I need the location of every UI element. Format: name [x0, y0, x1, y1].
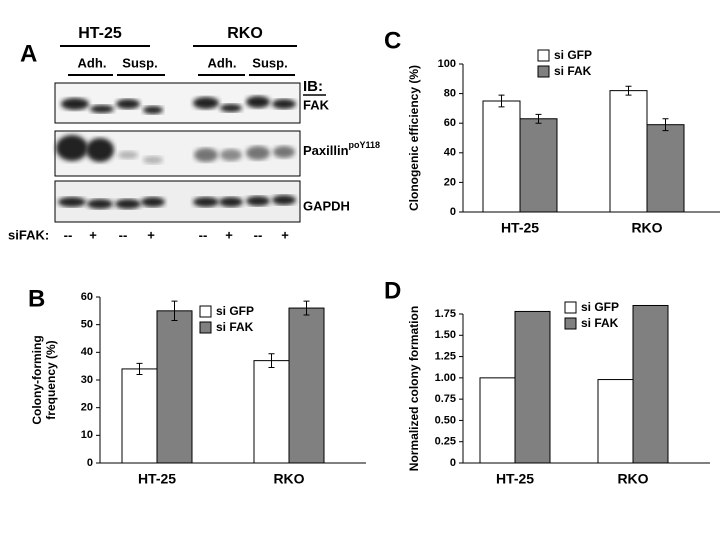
legend-label: si GFP — [581, 300, 619, 314]
bar-chart: C 0 20 40 60 80 100 Clonogenic efficiency (%) HT… — [384, 27, 720, 236]
bar — [156, 310, 193, 464]
bar — [288, 307, 325, 464]
legend-swatch — [537, 65, 550, 78]
lane-label: + — [147, 227, 155, 242]
error-bar — [171, 300, 178, 322]
bar — [632, 304, 669, 464]
y-axis-label: Normalized colony formation — [407, 306, 421, 471]
y-tick-label: 100 — [438, 58, 456, 70]
y-tick-label: 50 — [81, 319, 93, 331]
y-tick-label: 0.75 — [435, 393, 456, 405]
bar — [609, 90, 648, 213]
y-axis-label: Colony-forming — [30, 335, 44, 424]
blot-panel: A HT-25 RKO Adh. Susp. Adh. Susp. IB: FA… — [8, 25, 380, 242]
protein-label: FAK — [303, 97, 330, 112]
y-tick-label: 60 — [81, 291, 93, 303]
y-tick-label: 80 — [444, 88, 456, 100]
protein-label: PaxillinpoY118 — [303, 140, 380, 158]
x-tick-label: RKO — [273, 471, 304, 487]
bands — [56, 96, 296, 209]
panel-label: D — [384, 277, 401, 304]
legend-label: si GFP — [216, 304, 254, 318]
x-tick-label: HT-25 — [496, 471, 534, 487]
error-bar — [535, 113, 542, 124]
x-tick-label: RKO — [617, 471, 648, 487]
bar — [519, 118, 558, 213]
panel-label: A — [20, 40, 37, 67]
phospho-site: poY118 — [349, 140, 381, 150]
y-tick-label: 40 — [444, 147, 456, 159]
x-tick-label: HT-25 — [138, 471, 176, 487]
bar — [646, 124, 685, 213]
condition: Adh. — [78, 55, 107, 70]
lane-labels: -- + -- + -- + -- + — [64, 227, 290, 242]
lane-label: -- — [119, 227, 128, 242]
y-tick-label: 0 — [87, 457, 93, 469]
legend-swatch — [564, 317, 577, 330]
y-tick-label: 40 — [81, 346, 93, 358]
y-tick-label: 10 — [81, 429, 93, 441]
error-bar — [268, 353, 275, 369]
y-tick-label: 0.25 — [435, 436, 456, 448]
legend-swatch — [564, 301, 577, 314]
y-tick-label: 20 — [81, 402, 93, 414]
legend-swatch — [537, 49, 550, 62]
bar-chart: B 0 10 20 30 40 50 60 Colony-forming frequency (%… — [28, 285, 366, 487]
lane-label: -- — [254, 227, 263, 242]
sifak-label: siFAK: — [8, 227, 49, 242]
panel-label: B — [28, 285, 45, 312]
bar — [514, 310, 551, 464]
x-tick-label: RKO — [631, 220, 662, 236]
condition: Adh. — [208, 55, 237, 70]
legend-label: si FAK — [554, 64, 592, 78]
cell-line: RKO — [227, 25, 263, 42]
legend-swatch — [199, 305, 212, 318]
ib-label: IB: — [303, 78, 323, 95]
bar — [253, 360, 290, 464]
y-axis-label: Clonogenic efficiency (%) — [407, 65, 421, 211]
error-bar — [625, 85, 632, 96]
lane-label: -- — [64, 227, 73, 242]
legend-swatch — [199, 321, 212, 334]
legend-label: si GFP — [554, 48, 592, 62]
y-axis-label: frequency (%) — [44, 340, 58, 419]
bar — [479, 377, 516, 464]
y-tick-label: 1.25 — [435, 350, 456, 362]
y-tick-label: 0 — [450, 206, 456, 218]
lane-label: + — [225, 227, 233, 242]
condition: Susp. — [252, 55, 287, 70]
y-tick-label: 0 — [450, 457, 456, 469]
protein-name: Paxillin — [303, 143, 349, 158]
bar-chart: D 0 0.25 0.50 0.75 1.00 1.25 1.50 1.75 Normalized… — [384, 277, 710, 487]
lane-label: + — [89, 227, 97, 242]
error-bar — [136, 362, 143, 375]
y-tick-label: 30 — [81, 374, 93, 386]
lane-label: -- — [199, 227, 208, 242]
y-tick-label: 1.75 — [435, 308, 456, 320]
bar — [597, 379, 634, 464]
bar — [121, 368, 158, 464]
y-tick-label: 20 — [444, 176, 456, 188]
error-bar — [662, 118, 669, 132]
y-tick-label: 1.50 — [435, 329, 456, 341]
error-bar — [303, 300, 310, 316]
y-tick-label: 0.50 — [435, 414, 456, 426]
legend-label: si FAK — [216, 320, 254, 334]
cell-line: HT-25 — [78, 25, 122, 42]
lane-label: + — [281, 227, 289, 242]
protein-label: GAPDH — [303, 198, 350, 213]
error-bar — [498, 94, 505, 108]
y-tick-label: 60 — [444, 117, 456, 129]
x-tick-label: HT-25 — [501, 220, 539, 236]
y-tick-label: 1.00 — [435, 372, 456, 384]
condition: Susp. — [122, 55, 157, 70]
legend-label: si FAK — [581, 316, 619, 330]
panel-label: C — [384, 27, 401, 54]
bar — [482, 100, 521, 213]
